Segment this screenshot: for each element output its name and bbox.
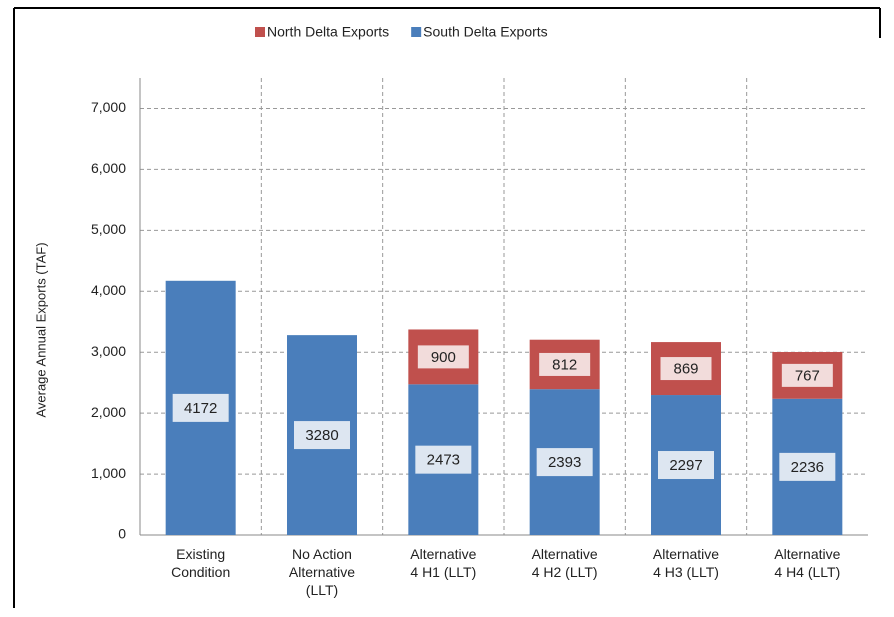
x-tick-label: Alternative 4 H1 (LLT) [410, 546, 476, 580]
x-tick-label-line: 4 H2 (LLT) [532, 564, 598, 580]
data-label: 869 [673, 361, 698, 378]
x-tick-label: Existing Condition [171, 546, 230, 580]
y-tick-label: 2,000 [91, 404, 126, 420]
data-label-box [779, 452, 836, 481]
x-tick-label: No Action Alternative (LLT) [289, 546, 355, 598]
legend-label: South Delta Exports [423, 24, 548, 40]
x-tick-label-line: Alternative [774, 546, 840, 562]
y-tick-label: 1,000 [91, 465, 126, 481]
x-tick-label-line: Alternative [410, 546, 476, 562]
y-tick-label: 6,000 [91, 160, 126, 176]
data-label: 3280 [305, 427, 338, 444]
y-tick-label: 0 [118, 526, 126, 542]
legend-swatch [255, 27, 265, 37]
x-tick-label-line: Alternative [289, 564, 355, 580]
data-label-box [658, 451, 714, 480]
data-label: 767 [795, 367, 820, 384]
x-tick-label: Alternative 4 H3 (LLT) [653, 546, 719, 580]
data-label: 900 [431, 349, 456, 366]
data-label-box [655, 352, 717, 386]
x-tick-label-line: Condition [171, 564, 230, 580]
data-label: 4172 [184, 400, 217, 417]
x-tick-label-line: (LLT) [306, 582, 338, 598]
data-label-box [534, 347, 596, 381]
data-label: 2393 [548, 454, 581, 471]
x-tick-label-line: No Action [292, 546, 352, 562]
legend-swatch [411, 27, 422, 37]
data-label: 2473 [427, 452, 460, 469]
data-label: 2297 [669, 457, 702, 474]
y-tick-label: 3,000 [91, 343, 126, 359]
x-tick-label-line: 4 H4 (LLT) [774, 564, 840, 580]
data-label-box [294, 421, 350, 450]
x-tick-label-line: Alternative [653, 546, 719, 562]
y-tick-label: 7,000 [91, 99, 126, 115]
legend-label: North Delta Exports [267, 24, 389, 40]
x-tick-label-line: 4 H1 (LLT) [410, 564, 476, 580]
x-tick-label-line: Alternative [532, 546, 598, 562]
x-tick-label-line: Existing [176, 546, 225, 562]
y-tick-label: 4,000 [91, 282, 126, 298]
data-label: 2236 [791, 459, 824, 476]
y-tick-label: 5,000 [91, 221, 126, 237]
x-tick-label: Alternative 4 H4 (LLT) [774, 546, 840, 580]
data-label-box [776, 358, 838, 392]
x-tick-label: Alternative 4 H2 (LLT) [532, 546, 598, 580]
data-label-box [172, 393, 229, 422]
data-label-box [412, 340, 474, 374]
x-tick-label-line: 4 H3 (LLT) [653, 564, 719, 580]
y-axis-label: Average Annual Exports (TAF) [33, 242, 48, 417]
data-label-box [415, 445, 472, 474]
data-label-box [536, 448, 593, 477]
data-label: 812 [552, 356, 577, 373]
